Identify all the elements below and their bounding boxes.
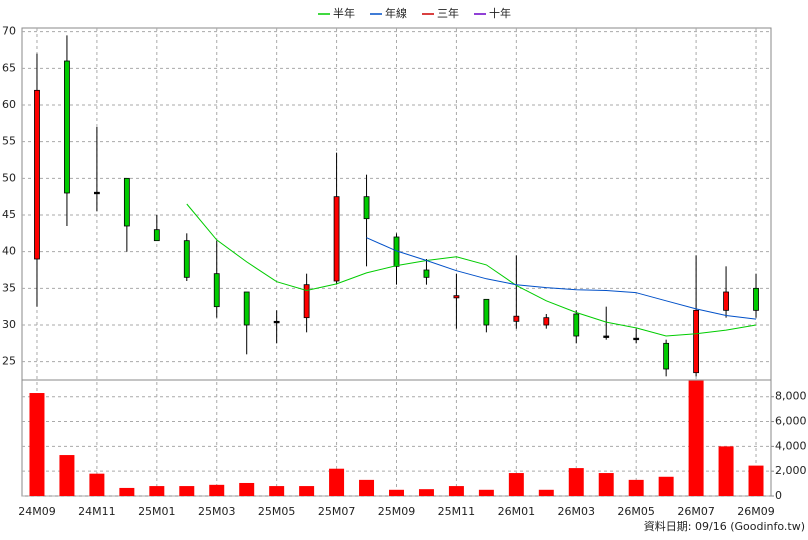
volume-bar — [748, 465, 764, 496]
volume-bar — [119, 487, 135, 496]
footnote: 資料日期: 09/16 (Goodinfo.tw) — [644, 519, 805, 533]
candle-body — [94, 191, 100, 195]
legend-label: 半年 — [333, 6, 355, 20]
x-tick-label: 26M01 — [498, 505, 536, 518]
legend-label: 三年 — [437, 6, 459, 20]
volume-bar — [269, 486, 285, 496]
x-tick-label: 25M05 — [258, 505, 296, 518]
candle-body — [213, 273, 220, 308]
candle-body — [183, 240, 190, 278]
volume-bar — [658, 476, 674, 496]
volume-tick-label: 2,000 — [775, 464, 807, 477]
x-tick-label: 24M11 — [78, 505, 116, 518]
volume-bar — [299, 486, 315, 496]
volume-bar — [538, 489, 554, 496]
volume-bar — [718, 446, 734, 496]
volume-bar — [89, 473, 105, 496]
volume-tick-label: 0 — [775, 489, 782, 502]
volume-tick-label: 6,000 — [775, 415, 807, 428]
volume-bar — [508, 473, 524, 496]
volume-bar — [389, 489, 404, 496]
candle-body — [723, 291, 729, 311]
volume-bar — [568, 468, 584, 496]
x-tick-label: 24M09 — [18, 505, 56, 518]
candle-body — [483, 298, 490, 326]
y-tick-label: 70 — [2, 25, 16, 38]
volume-tick-label: 4,000 — [775, 439, 807, 452]
x-tick-label: 25M01 — [138, 505, 176, 518]
y-tick-label: 60 — [2, 98, 16, 111]
y-tick-label: 40 — [2, 245, 16, 258]
candle-body — [663, 342, 670, 370]
volume-bar — [478, 489, 494, 496]
volume-bar — [149, 486, 165, 496]
y-tick-label: 25 — [2, 355, 16, 368]
y-tick-label: 55 — [2, 135, 16, 148]
candle-body — [333, 196, 340, 282]
volume-bar — [59, 455, 75, 496]
candle-body — [303, 284, 310, 319]
y-tick-label: 35 — [2, 281, 16, 294]
candle-body — [753, 287, 759, 311]
x-tick-label: 25M09 — [378, 505, 416, 518]
y-tick-label: 45 — [2, 208, 16, 221]
x-tick-label: 25M03 — [198, 505, 236, 518]
y-tick-label: 30 — [2, 318, 16, 331]
x-tick-label: 26M09 — [737, 505, 775, 518]
candle-body — [633, 337, 640, 341]
candle-body — [423, 269, 430, 278]
candle-body — [64, 60, 70, 194]
volume-tick-label: 8,000 — [775, 390, 807, 403]
volume-bar — [628, 479, 644, 496]
volume-bar — [239, 482, 255, 496]
candle-body — [513, 315, 520, 322]
volume-bar — [688, 380, 704, 496]
candle-body — [123, 177, 130, 227]
x-tick-label: 25M11 — [438, 505, 476, 518]
candle-body — [153, 229, 160, 242]
candle-body — [603, 335, 610, 338]
volume-bar — [179, 486, 195, 496]
x-tick-label: 26M03 — [558, 505, 596, 518]
volume-bar — [448, 486, 464, 496]
candle-body — [34, 89, 40, 260]
y-tick-label: 50 — [2, 171, 16, 184]
volume-bar — [359, 479, 375, 496]
candle-body — [543, 317, 550, 326]
ma-line — [186, 203, 757, 337]
volume-bar — [329, 468, 345, 496]
candle-body — [363, 196, 370, 220]
y-tick-label: 65 — [2, 61, 16, 74]
legend-label: 年線 — [385, 6, 407, 20]
volume-bar — [418, 489, 434, 496]
candle-body — [243, 291, 250, 326]
x-tick-label: 26M07 — [677, 505, 715, 518]
legend-label: 十年 — [489, 6, 511, 20]
ma-line — [366, 237, 757, 320]
x-tick-label: 26M05 — [617, 505, 655, 518]
candle-body — [453, 295, 460, 299]
candle-body — [273, 320, 280, 324]
x-tick-label: 25M07 — [318, 505, 356, 518]
candle-body — [573, 313, 580, 337]
candle-body — [693, 309, 699, 374]
volume-bar — [29, 393, 45, 496]
volume-bar — [209, 484, 225, 496]
volume-bar — [598, 473, 614, 496]
